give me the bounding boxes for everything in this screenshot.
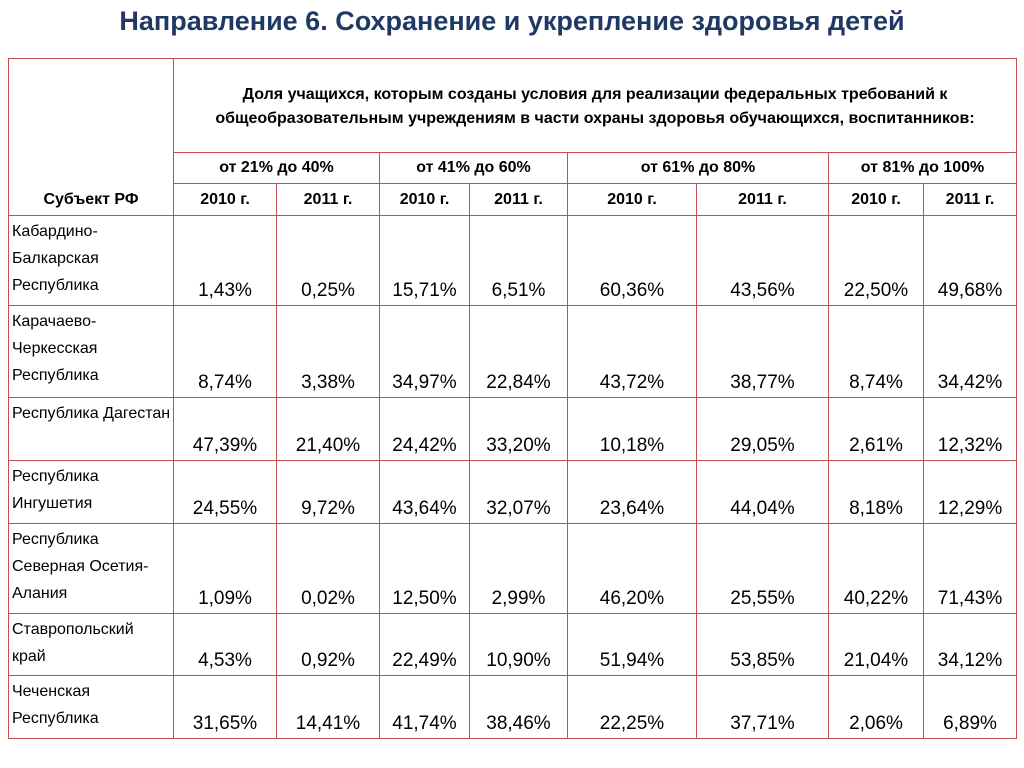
year-header: 2010 г.	[173, 183, 277, 216]
range-header: от 61% до 80%	[567, 152, 829, 184]
table-row: Кабардино-Балкарская Республика 1,43% 0,…	[8, 215, 1018, 306]
region-name: Республика Северная Осетия-Алания	[8, 523, 174, 614]
value-cell: 29,05%	[696, 397, 829, 461]
range-header-row: от 21% до 40% от 41% до 60% от 61% до 80…	[9, 152, 1018, 184]
value-cell: 25,55%	[696, 523, 829, 614]
value-cell: 24,42%	[379, 397, 470, 461]
value-cell: 8,74%	[173, 305, 277, 398]
value-cell: 33,20%	[469, 397, 568, 461]
value-cell: 60,36%	[567, 215, 697, 306]
table-row: Республика Ингушетия 24,55% 9,72% 43,64%…	[8, 460, 1018, 524]
region-name: Ставропольский край	[8, 613, 174, 676]
value-cell: 43,72%	[567, 305, 697, 398]
value-cell: 15,71%	[379, 215, 470, 306]
table-header: Субъект РФ Доля учащихся, которым создан…	[8, 58, 1018, 216]
value-cell: 2,61%	[828, 397, 924, 461]
year-header: 2010 г.	[828, 183, 924, 216]
value-cell: 12,32%	[922, 397, 1018, 461]
value-cell: 40,22%	[828, 523, 924, 614]
table-row: Чеченская Республика 31,65% 14,41% 41,74…	[8, 675, 1018, 739]
value-cell: 2,99%	[469, 523, 568, 614]
value-cell: 49,68%	[922, 215, 1018, 306]
value-cell: 22,49%	[379, 613, 470, 676]
table-body: Кабардино-Балкарская Республика 1,43% 0,…	[8, 215, 1018, 739]
value-cell: 34,42%	[922, 305, 1018, 398]
value-cell: 44,04%	[696, 460, 829, 524]
value-cell: 9,72%	[276, 460, 380, 524]
value-cell: 1,09%	[173, 523, 277, 614]
value-cell: 31,65%	[173, 675, 277, 739]
table-row: Карачаево-Черкесская Республика 8,74% 3,…	[8, 305, 1018, 398]
range-header: от 81% до 100%	[827, 152, 1018, 184]
value-cell: 2,06%	[828, 675, 924, 739]
value-cell: 34,12%	[922, 613, 1018, 676]
value-cell: 1,43%	[173, 215, 277, 306]
table-row: Ставропольский край 4,53% 0,92% 22,49% 1…	[8, 613, 1018, 676]
value-cell: 24,55%	[173, 460, 277, 524]
value-cell: 0,02%	[276, 523, 380, 614]
region-name: Республика Ингушетия	[8, 460, 174, 524]
year-header: 2011 г.	[469, 183, 568, 216]
value-cell: 0,25%	[276, 215, 380, 306]
year-header-row: 2010 г. 2011 г. 2010 г. 2011 г. 2010 г. …	[9, 183, 1018, 216]
year-header: 2011 г.	[276, 183, 380, 216]
year-header: 2010 г.	[567, 183, 697, 216]
value-cell: 21,04%	[828, 613, 924, 676]
value-cell: 38,46%	[469, 675, 568, 739]
value-cell: 46,20%	[567, 523, 697, 614]
subject-column-header: Субъект РФ	[8, 58, 174, 216]
value-cell: 10,18%	[567, 397, 697, 461]
region-name: Чеченская Республика	[8, 675, 174, 739]
year-header: 2011 г.	[922, 183, 1018, 216]
value-cell: 71,43%	[922, 523, 1018, 614]
value-cell: 22,25%	[567, 675, 697, 739]
value-cell: 22,84%	[469, 305, 568, 398]
value-cell: 43,56%	[696, 215, 829, 306]
page-title: Направление 6. Сохранение и укрепление з…	[119, 6, 905, 36]
value-cell: 22,50%	[828, 215, 924, 306]
value-cell: 0,92%	[276, 613, 380, 676]
value-cell: 8,18%	[828, 460, 924, 524]
region-name: Республика Дагестан	[8, 397, 174, 461]
value-cell: 53,85%	[696, 613, 829, 676]
region-name: Карачаево-Черкесская Республика	[8, 305, 174, 398]
value-cell: 34,97%	[379, 305, 470, 398]
year-header: 2011 г.	[696, 183, 829, 216]
value-cell: 21,40%	[276, 397, 380, 461]
value-cell: 4,53%	[173, 613, 277, 676]
value-cell: 6,89%	[922, 675, 1018, 739]
table-row: Республика Дагестан 47,39% 21,40% 24,42%…	[8, 397, 1018, 461]
value-cell: 12,50%	[379, 523, 470, 614]
value-cell: 38,77%	[696, 305, 829, 398]
value-cell: 10,90%	[469, 613, 568, 676]
region-name: Кабардино-Балкарская Республика	[8, 215, 174, 306]
statistics-table: Субъект РФ Доля учащихся, которым создан…	[8, 58, 1018, 739]
value-cell: 37,71%	[696, 675, 829, 739]
range-header: от 21% до 40%	[173, 152, 380, 184]
value-cell: 47,39%	[173, 397, 277, 461]
value-cell: 32,07%	[469, 460, 568, 524]
value-cell: 12,29%	[922, 460, 1018, 524]
value-cell: 8,74%	[828, 305, 924, 398]
value-cell: 23,64%	[567, 460, 697, 524]
value-cell: 6,51%	[469, 215, 568, 306]
year-header: 2010 г.	[379, 183, 470, 216]
value-cell: 14,41%	[276, 675, 380, 739]
table-description-header: Доля учащихся, которым созданы условия д…	[172, 58, 1018, 153]
value-cell: 43,64%	[379, 460, 470, 524]
table-row: Республика Северная Осетия-Алания 1,09% …	[8, 523, 1018, 614]
value-cell: 51,94%	[567, 613, 697, 676]
value-cell: 3,38%	[276, 305, 380, 398]
range-header: от 41% до 60%	[379, 152, 568, 184]
value-cell: 41,74%	[379, 675, 470, 739]
